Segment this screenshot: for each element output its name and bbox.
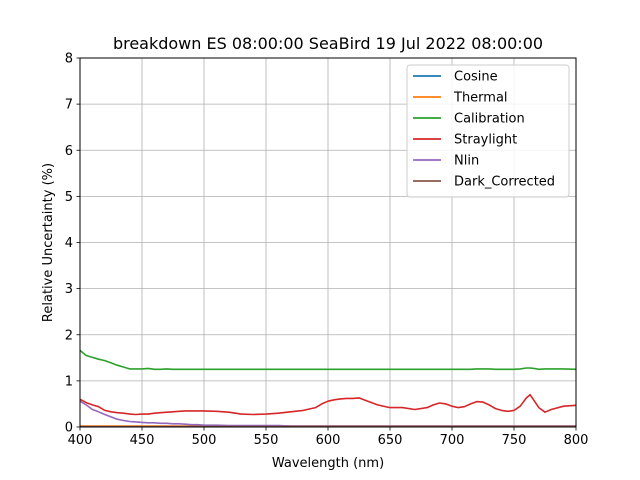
x-tick-label-0: 400 xyxy=(68,433,93,448)
x-tick-label-2: 500 xyxy=(192,433,217,448)
x-axis-title: Wavelength (nm) xyxy=(272,456,384,471)
chart-title: breakdown ES 08:00:00 SeaBird 19 Jul 202… xyxy=(113,34,543,53)
y-tick-label-5: 5 xyxy=(65,190,73,205)
y-tick-label-0: 0 xyxy=(65,421,73,436)
y-tick-label-2: 2 xyxy=(65,328,73,343)
y-axis-title: Relative Uncertainty (%) xyxy=(41,163,56,322)
x-tick-label-5: 650 xyxy=(378,433,403,448)
y-tick-label-8: 8 xyxy=(65,52,73,67)
axis-ticks: 400 450 500 550 600 650 700 750 800 0 1 2 3 4 5 6 7 8 xyxy=(65,52,589,449)
x-tick-label-3: 550 xyxy=(254,433,279,448)
y-tick-label-7: 7 xyxy=(65,98,73,113)
y-tick-label-6: 6 xyxy=(65,144,73,159)
legend-label-dark-corrected: Dark_Corrected xyxy=(454,175,555,190)
x-tick-label-1: 450 xyxy=(130,433,155,448)
x-tick-label-6: 700 xyxy=(440,433,465,448)
y-tick-label-3: 3 xyxy=(65,282,73,297)
legend-label-nlin: Nlin xyxy=(454,154,479,169)
legend-label-cosine: Cosine xyxy=(454,70,498,85)
x-tick-label-7: 750 xyxy=(502,433,527,448)
y-tick-label-1: 1 xyxy=(65,374,73,389)
x-tick-label-4: 600 xyxy=(316,433,341,448)
legend-label-thermal: Thermal xyxy=(453,91,508,106)
y-tick-label-4: 4 xyxy=(65,236,73,251)
legend-box xyxy=(406,64,570,198)
x-tick-label-8: 800 xyxy=(564,433,589,448)
legend: Cosine Thermal Calibration Straylight Nlin Da… xyxy=(406,64,570,198)
series-line-calibration xyxy=(79,349,577,371)
legend-label-calibration: Calibration xyxy=(454,112,525,127)
series-line-straylight xyxy=(79,393,577,416)
legend-label-straylight: Straylight xyxy=(454,133,517,148)
